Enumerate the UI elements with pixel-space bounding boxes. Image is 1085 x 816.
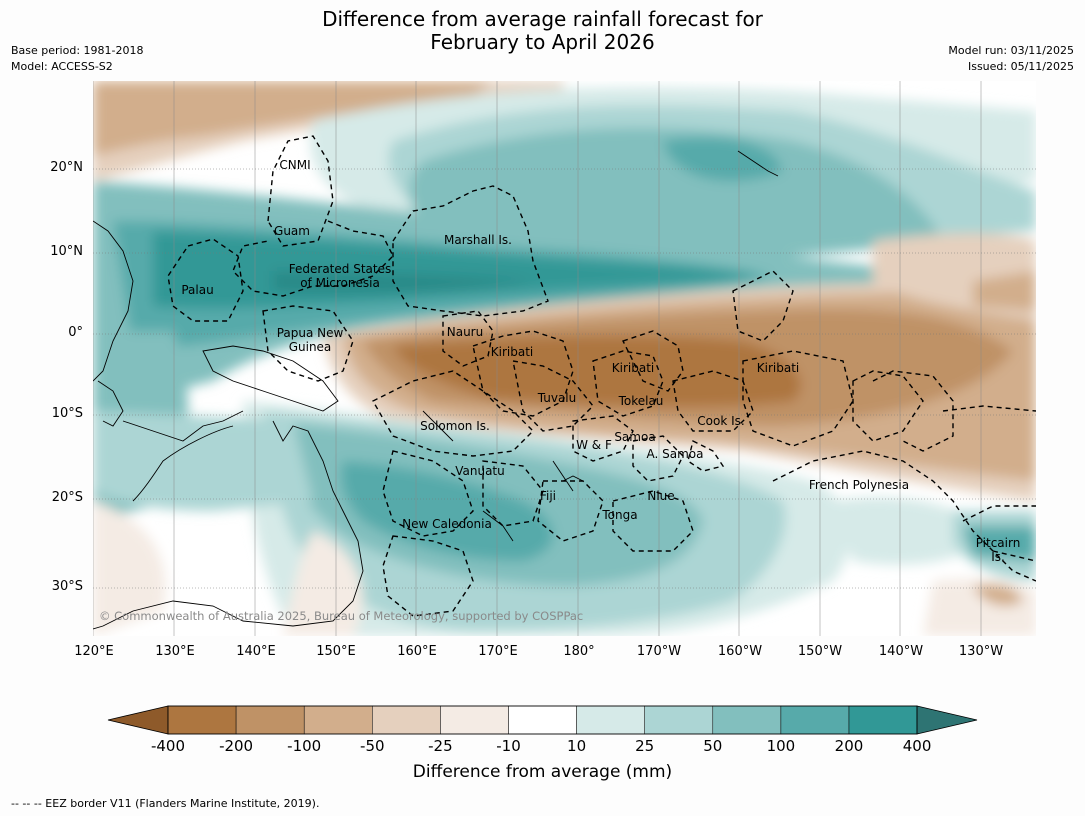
colorbar-tick-label: 100 [766, 737, 796, 755]
lat-label: 0° [68, 325, 83, 340]
lat-label: 30°S [51, 579, 83, 594]
lat-label: 20°S [51, 490, 83, 505]
lon-label: 140°E [236, 644, 276, 659]
colorbar-box [644, 705, 714, 735]
map-canvas [93, 81, 1036, 636]
region-label-guam: Guam [274, 224, 310, 238]
colorbar-frame [167, 705, 918, 735]
colorbar-boxes [167, 705, 918, 735]
colorbar-tick-label: -100 [287, 737, 322, 755]
colorbar-tick-label: 50 [703, 737, 723, 755]
chart-title: Difference from average rainfall forecas… [0, 8, 1085, 54]
region-label-solomon-islands: Solomon Is. [420, 419, 490, 433]
map-gridlines [93, 168, 1036, 589]
rainfall-map [93, 81, 1036, 636]
colorbar-box [780, 705, 850, 735]
colorbar-box [372, 705, 441, 735]
region-label-cnmi: CNMI [279, 158, 311, 172]
region-label-kiribati-central: Kiribati [611, 361, 655, 375]
region-label-fiji: Fiji [539, 489, 557, 503]
colorbar-extend-high [916, 705, 978, 735]
region-label-marshall-islands: Marshall Is. [444, 233, 512, 247]
base-period: Base period: 1981-2018 [11, 44, 144, 57]
model-run: Model run: 03/11/2025 [948, 44, 1074, 57]
lon-label: 140°W [878, 644, 924, 659]
colorbar-box [508, 705, 577, 735]
region-label-kiribati-east: Kiribati [756, 361, 800, 375]
colorbar-tick-label: 400 [902, 737, 932, 755]
region-label-new-caledonia: New Caledonia [402, 517, 492, 531]
colorbar-title: Difference from average (mm) [412, 762, 673, 782]
title-line-2: February to April 2026 [430, 30, 655, 54]
region-label-micronesia: Federated States of Micronesia [288, 262, 392, 290]
region-label-wallis-futuna: W & F [576, 438, 612, 452]
region-label-nauru: Nauru [446, 325, 484, 339]
colorbar-box [235, 705, 305, 735]
region-label-pitcairn: Pitcairn Is. [975, 536, 1021, 564]
colorbar-box [848, 705, 918, 735]
lon-label: 160°E [397, 644, 437, 659]
lon-label: 170°W [636, 644, 682, 659]
lon-label: 150°E [316, 644, 356, 659]
lat-label: 10°S [51, 406, 83, 421]
region-label-palau: Palau [181, 283, 214, 297]
lon-label: 130°E [155, 644, 195, 659]
colorbar-tick-label: 25 [635, 737, 655, 755]
lon-label: 160°W [717, 644, 763, 659]
colorbar-tick-label: 10 [567, 737, 587, 755]
copyright-notice: © Commonwealth of Australia 2025, Bureau… [99, 609, 584, 623]
issued-date: Issued: 05/11/2025 [967, 60, 1074, 73]
colorbar-box [576, 705, 645, 735]
colorbar-tick-label: -25 [428, 737, 453, 755]
model-info: Base period: 1981-2018 Model: ACCESS-S2 [11, 43, 143, 75]
region-label-cook-islands: Cook Is. [697, 414, 745, 428]
lon-label: 170°E [478, 644, 518, 659]
colorbar-tick-label: -10 [496, 737, 521, 755]
colorbar-box [303, 705, 373, 735]
region-label-tuvalu: Tuvalu [537, 391, 577, 405]
colorbar [107, 705, 978, 735]
region-label-papua-new-guinea: Papua New Guinea [276, 326, 344, 354]
lat-label: 10°N [50, 244, 83, 259]
colorbar-box [712, 705, 782, 735]
model-name: Model: ACCESS-S2 [11, 60, 113, 73]
region-label-kiribati-west: Kiribati [490, 345, 534, 359]
lon-label: 150°W [797, 644, 843, 659]
run-info: Model run: 03/11/2025 Issued: 05/11/2025 [948, 43, 1074, 75]
colorbar-tick-label: -200 [219, 737, 254, 755]
colorbar-tick-label: -400 [150, 737, 186, 755]
colorbar-tick-label: 200 [834, 737, 864, 755]
map-meridians [93, 81, 982, 636]
colorbar-box [440, 705, 509, 735]
lon-label: 180° [563, 644, 595, 659]
region-label-niue: Niue [647, 489, 675, 503]
region-label-samoa: Samoa [614, 430, 656, 444]
colorbar-box [167, 705, 237, 735]
region-label-vanuatu: Vanuatu [455, 464, 505, 478]
lon-label: 120°E [74, 644, 114, 659]
eez-footnote: -- -- -- EEZ border V11 (Flanders Marine… [11, 797, 320, 810]
title-line-1: Difference from average rainfall forecas… [322, 7, 763, 31]
eez-borders [167, 135, 1036, 617]
lat-label: 20°N [50, 160, 83, 175]
lon-label: 130°W [958, 644, 1004, 659]
coastlines [93, 150, 779, 630]
colorbar-extend-low [107, 705, 169, 735]
colorbar-tick-label: -50 [360, 737, 385, 755]
region-label-tonga: Tonga [602, 508, 638, 522]
region-label-french-polynesia: French Polynesia [808, 478, 910, 492]
region-label-american-samoa: A. Samoa [646, 447, 704, 461]
region-label-tokelau: Tokelau [618, 394, 664, 408]
